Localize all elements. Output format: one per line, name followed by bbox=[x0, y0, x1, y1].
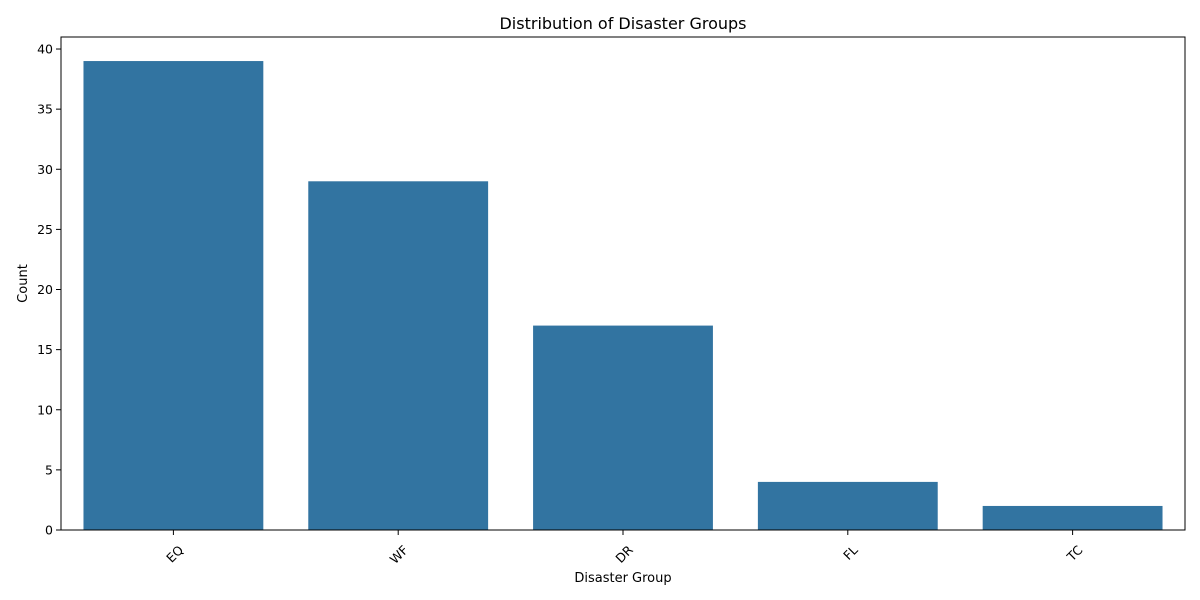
x-tick-label-dr: DR bbox=[612, 542, 636, 566]
y-tick-label: 5 bbox=[45, 462, 53, 477]
bar-eq bbox=[83, 61, 264, 531]
y-tick-label: 20 bbox=[37, 282, 53, 297]
x-tick-label-fl: FL bbox=[840, 542, 861, 563]
y-axis-ticks: 0 5 10 15 20 25 30 35 40 bbox=[37, 42, 61, 538]
bars-group bbox=[83, 61, 1163, 531]
x-axis-ticks: EQ WF DR FL TC bbox=[163, 530, 1086, 567]
bar-fl bbox=[757, 481, 938, 530]
y-tick-label: 10 bbox=[37, 402, 53, 417]
y-tick-label: 25 bbox=[37, 222, 53, 237]
bar-dr bbox=[533, 325, 713, 530]
y-axis-label: Count bbox=[16, 264, 31, 303]
bar-tc bbox=[982, 505, 1163, 530]
bar-wf bbox=[308, 181, 489, 531]
x-tick-label-eq: EQ bbox=[163, 542, 186, 565]
x-tick-label-wf: WF bbox=[387, 542, 411, 566]
y-tick-label: 15 bbox=[37, 342, 53, 357]
y-tick-label: 40 bbox=[37, 42, 53, 57]
y-tick-label: 35 bbox=[37, 102, 53, 117]
chart-title: Distribution of Disaster Groups bbox=[499, 14, 746, 33]
x-tick-label-tc: TC bbox=[1063, 542, 1086, 565]
y-tick-label: 0 bbox=[45, 523, 53, 538]
y-tick-label: 30 bbox=[37, 162, 53, 177]
x-axis-label: Disaster Group bbox=[574, 571, 671, 586]
plot-frame bbox=[60, 36, 1186, 531]
